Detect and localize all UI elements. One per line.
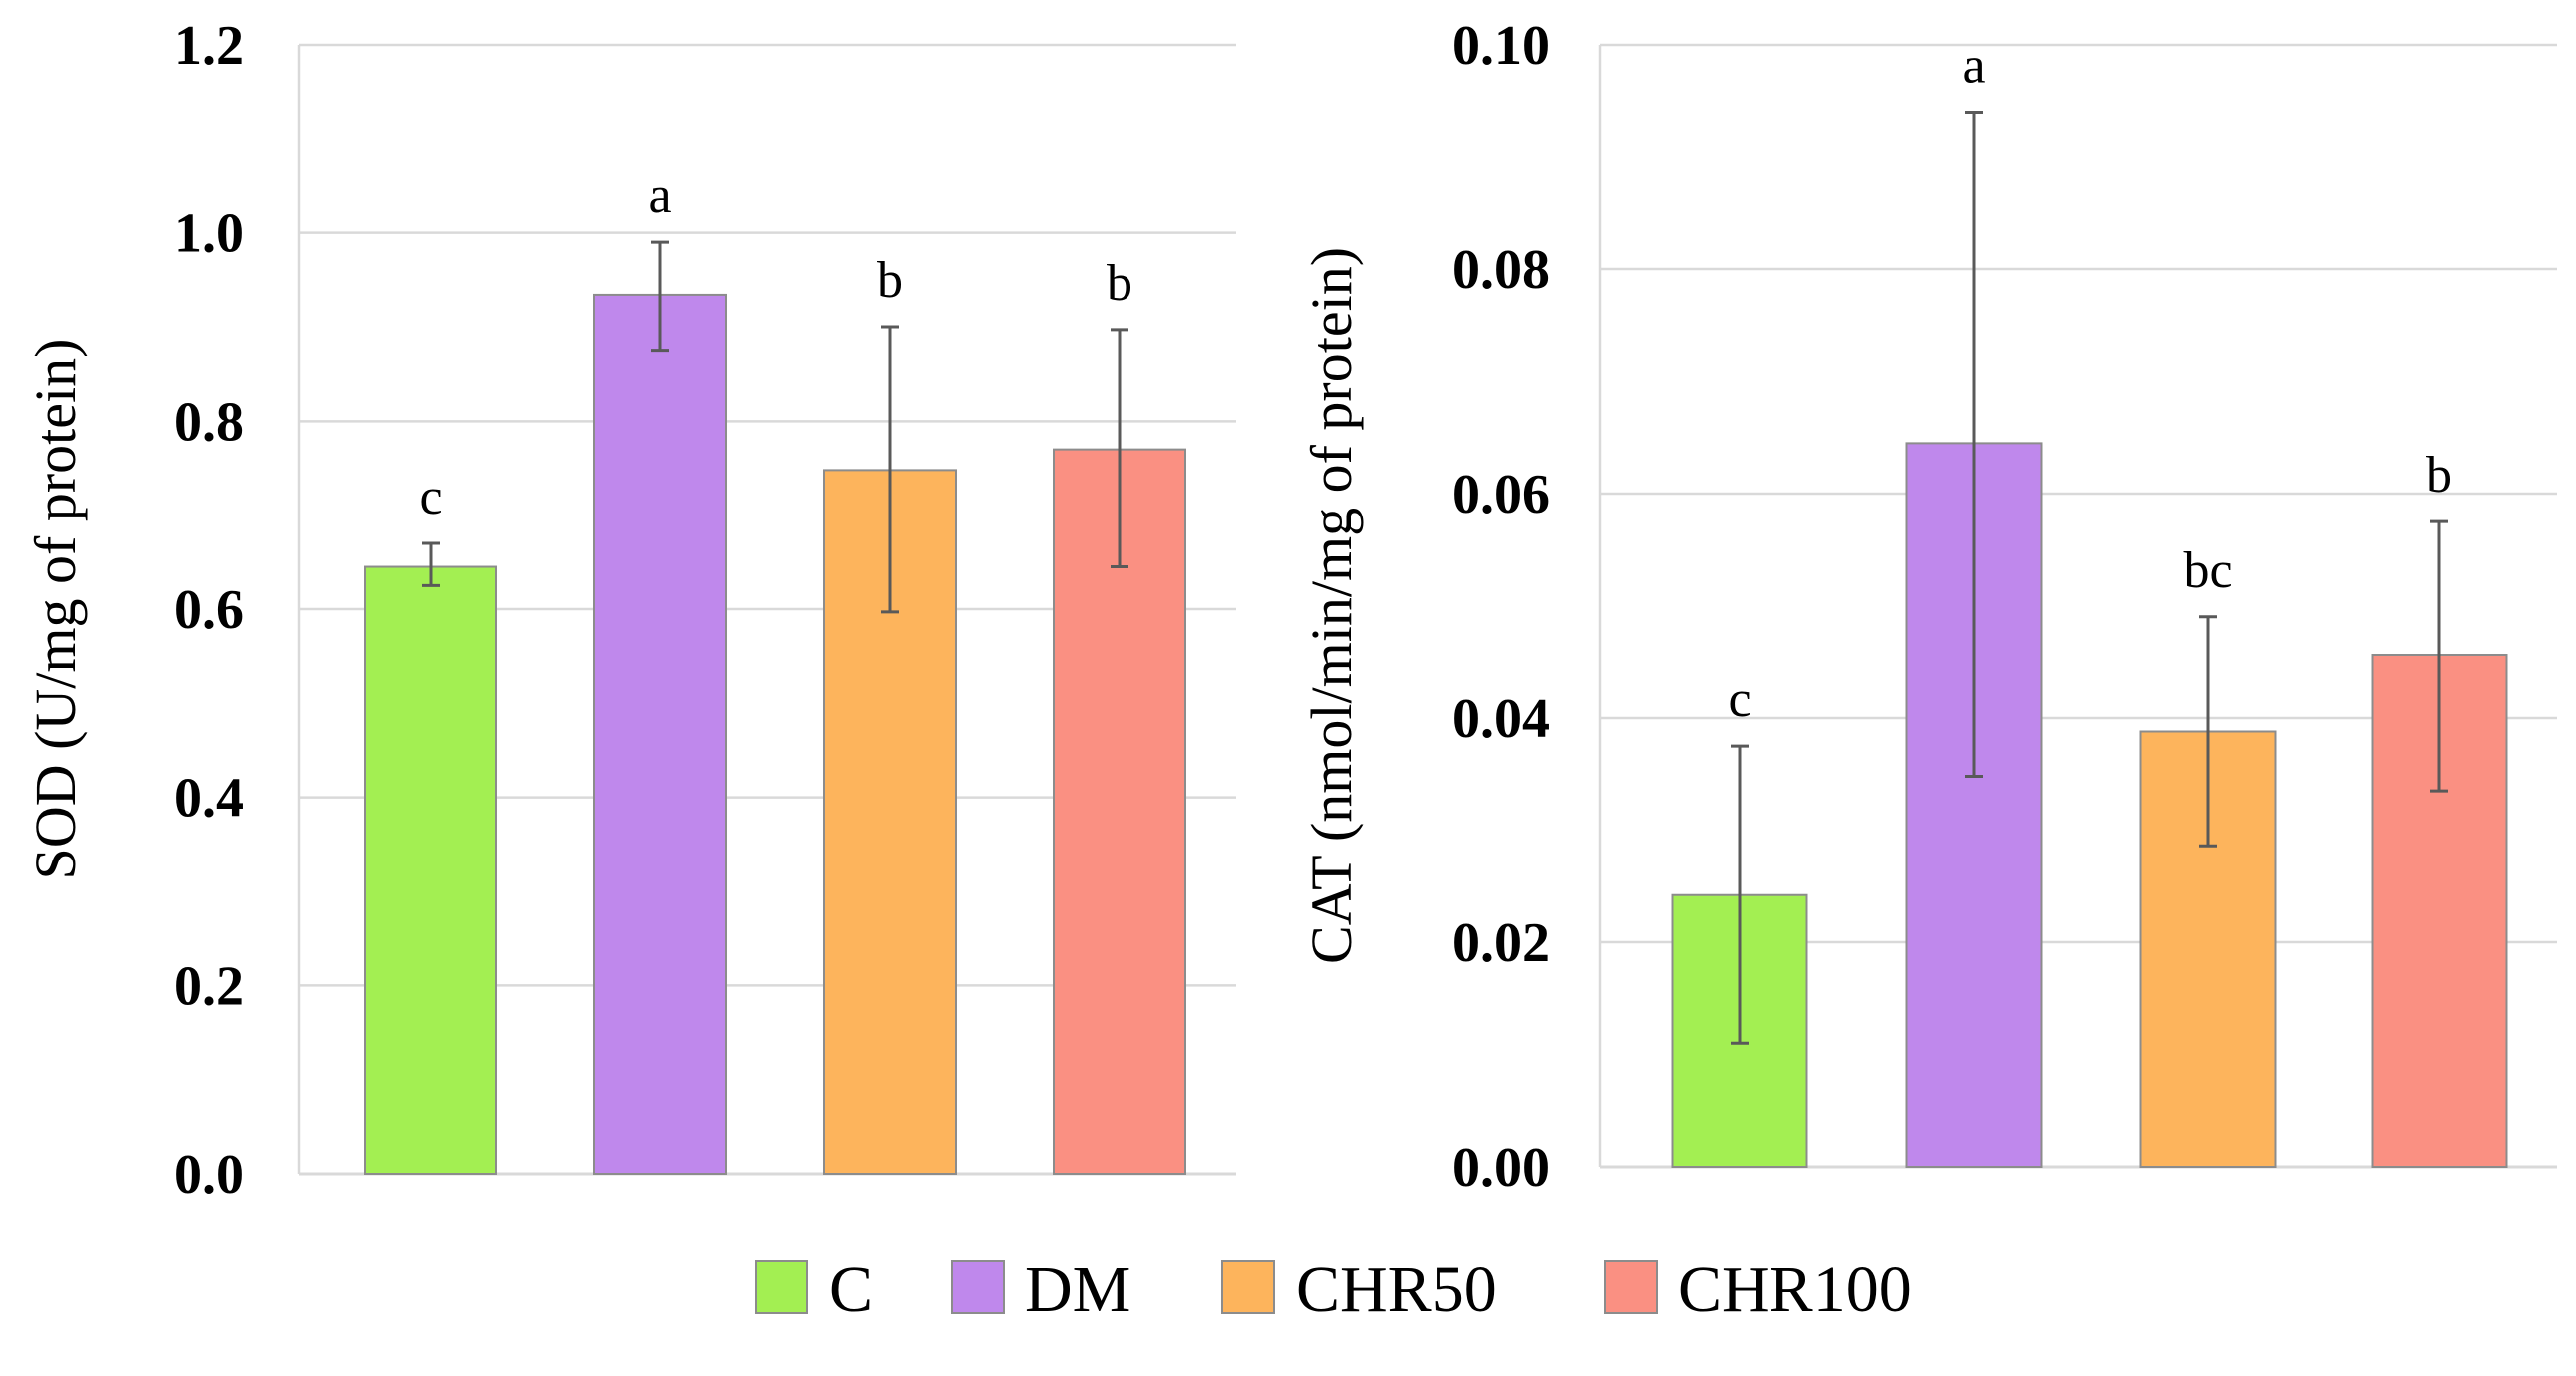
cat-significance-label: c <box>1728 671 1751 728</box>
sod-significance-label: b <box>1107 255 1132 312</box>
cat-y-tick-label: 0.00 <box>1452 1137 1550 1199</box>
sod-y-tick-label: 1.2 <box>174 15 244 77</box>
sod-significance-label: b <box>877 252 903 309</box>
sod-y-tick-label: 0.2 <box>174 955 244 1017</box>
legend-swatch-chr50 <box>1221 1260 1275 1314</box>
cat-significance-label: a <box>1962 38 1985 95</box>
cat-y-tick-label: 0.06 <box>1452 464 1550 525</box>
cat-y-axis-title: CAT (nmol/min/mg of protein) <box>1299 247 1364 964</box>
sod-bar-chr100 <box>1053 448 1186 1175</box>
legend-label-chr100: CHR100 <box>1678 1253 1912 1326</box>
cat-y-tick-label: 0.02 <box>1452 912 1550 974</box>
sod-y-axis-title: SOD (U/mg of protein) <box>23 339 88 880</box>
sod-significance-label: a <box>648 168 671 224</box>
legend-label-c: C <box>829 1253 873 1326</box>
sod-y-tick-label: 0.8 <box>174 391 244 453</box>
legend-label-dm: DM <box>1025 1253 1130 1326</box>
cat-y-tick-label: 0.08 <box>1452 239 1550 301</box>
legend-swatch-c <box>755 1260 808 1314</box>
cat-significance-label: bc <box>2183 542 2232 599</box>
legend-label-chr50: CHR50 <box>1296 1253 1497 1326</box>
cat-y-tick-label: 0.04 <box>1452 688 1550 750</box>
cat-y-tick-label: 0.10 <box>1452 15 1550 77</box>
sod-panel: 0.0 0.2 0.4 0.6 0.8 1.0 1.2 SOD (U/mg of protei… <box>23 15 1236 1205</box>
legend: C DM CHR50 CHR100 <box>755 1253 1912 1326</box>
sod-significance-label: c <box>419 469 442 525</box>
sod-y-tick-label: 0.4 <box>174 768 244 830</box>
legend-swatch-dm <box>951 1260 1005 1314</box>
sod-y-tick-label: 0.0 <box>174 1144 244 1205</box>
sod-bar-c <box>364 565 497 1175</box>
legend-swatch-chr100 <box>1604 1260 1658 1314</box>
sod-y-tick-label: 0.6 <box>174 579 244 641</box>
sod-bar-dm <box>593 293 727 1175</box>
cat-panel: 0.00 0.02 0.04 0.06 0.08 0.10 CAT (nmol/min/mg… <box>1299 15 2557 1199</box>
sod-y-tick-label: 1.0 <box>174 203 244 265</box>
cat-significance-label: b <box>2426 447 2452 504</box>
